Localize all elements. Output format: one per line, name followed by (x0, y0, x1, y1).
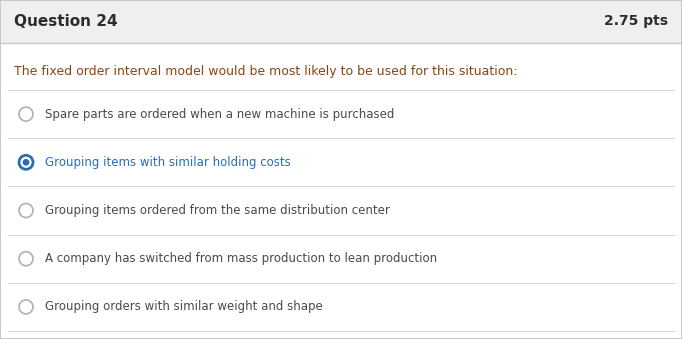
Text: Grouping orders with similar weight and shape: Grouping orders with similar weight and … (45, 300, 323, 313)
Text: Question 24: Question 24 (14, 14, 117, 28)
Circle shape (19, 252, 33, 266)
Circle shape (19, 300, 33, 314)
Text: 2.75 pts: 2.75 pts (604, 14, 668, 28)
Circle shape (23, 159, 29, 166)
FancyBboxPatch shape (1, 1, 681, 43)
FancyBboxPatch shape (1, 43, 681, 338)
Text: A company has switched from mass production to lean production: A company has switched from mass product… (45, 252, 437, 265)
Circle shape (19, 107, 33, 121)
Circle shape (19, 203, 33, 218)
Text: Spare parts are ordered when a new machine is purchased: Spare parts are ordered when a new machi… (45, 107, 394, 121)
Text: Grouping items with similar holding costs: Grouping items with similar holding cost… (45, 156, 291, 169)
Circle shape (19, 155, 33, 169)
Text: Grouping items ordered from the same distribution center: Grouping items ordered from the same dis… (45, 204, 390, 217)
Text: The fixed order interval model would be most likely to be used for this situatio: The fixed order interval model would be … (14, 65, 518, 79)
